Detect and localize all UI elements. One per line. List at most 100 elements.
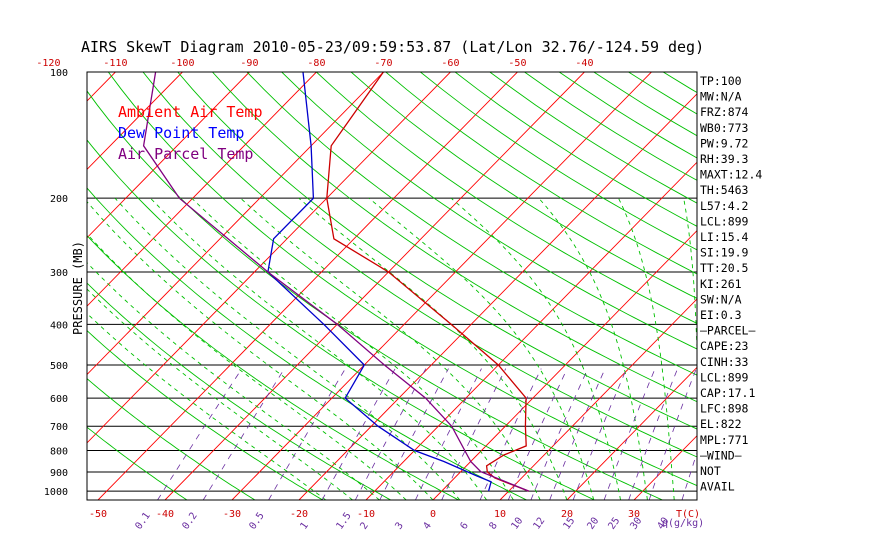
mixing-ratio-line	[507, 368, 568, 500]
ambient-air-temp-line	[326, 72, 530, 492]
index-entry: CAPE:23	[700, 339, 749, 353]
top-temp-tick-label: -50	[508, 58, 526, 69]
index-entry: NOT	[700, 464, 721, 478]
bottom-temp-tick-label: 20	[561, 509, 573, 520]
mixing-ratio-tick-label: 25	[606, 516, 622, 532]
plot-frame	[86, 71, 698, 501]
top-temp-tick-label: -80	[307, 58, 325, 69]
bottom-temp-tick-label: 0	[430, 509, 436, 520]
index-entry: L57:4.2	[700, 199, 748, 213]
dry-adiabat	[767, 72, 870, 500]
pressure-tick-label: 1000	[44, 487, 68, 498]
moist-adiabat	[240, 197, 541, 500]
mixing-ratio-tick-label: 4	[421, 520, 433, 531]
dry-adiabat	[246, 72, 697, 376]
isotherm-line	[432, 229, 697, 500]
index-entry: MW:N/A	[700, 90, 742, 104]
index-entry: KI:261	[700, 277, 742, 291]
pressure-tick-label: 100	[50, 68, 68, 79]
moist-adiabat	[114, 197, 461, 500]
pressure-tick-label: 700	[50, 422, 68, 433]
bottom-temp-tick-label: -20	[290, 509, 308, 520]
isotherm-line	[231, 72, 652, 500]
mixing-ratio-unit: q(g/kg)	[662, 518, 704, 529]
pressure-tick-label: 400	[50, 320, 68, 331]
moist-adiabat	[298, 197, 568, 500]
mixing-ratio-line	[415, 368, 482, 500]
mixing-ratio-tick-label: 8	[487, 520, 499, 531]
index-entry: —WIND—	[700, 448, 742, 462]
mixing-ratio-tick-label: 2	[358, 520, 370, 531]
mixing-ratio-tick-label: 0.2	[180, 511, 199, 532]
pressure-tick-label: 600	[50, 394, 68, 405]
pressure-tick-label: 500	[50, 361, 68, 372]
top-temp-tick-label: -120	[36, 58, 60, 69]
mixing-ratio-tick-label: 3	[393, 520, 405, 531]
dry-adiabat	[87, 330, 324, 500]
dry-adiabat	[87, 139, 595, 500]
dry-adiabat	[281, 72, 697, 350]
series-layer	[142, 72, 530, 492]
air-parcel-temp-line	[142, 72, 530, 492]
dry-adiabat	[177, 72, 697, 430]
dry-adiabat	[802, 72, 870, 500]
index-entry: EL:822	[700, 417, 742, 431]
mixing-ratio-tick-label: 1.5	[334, 511, 353, 532]
index-entry: LI:15.4	[700, 230, 749, 244]
mixing-ratio-line	[530, 368, 589, 500]
dry-adiabat	[316, 72, 697, 324]
bottom-temp-tick-label: -50	[89, 509, 107, 520]
index-entry: TT:20.5	[700, 261, 748, 275]
dry-adiabat	[662, 72, 697, 94]
index-entry: —PARCEL—	[700, 324, 755, 338]
index-entry: EI:0.3	[700, 308, 742, 322]
legend: Ambient Air Temp Dew Point Temp Air Parcel…	[118, 103, 263, 163]
index-entry: MPL:771	[700, 433, 749, 447]
dry-adiabat	[628, 72, 697, 115]
pressure-tick-label: 200	[50, 194, 68, 205]
index-entry: PW:9.72	[700, 136, 748, 150]
mixing-ratio-tick-label: 1	[298, 520, 310, 531]
isotherm-line	[298, 93, 697, 500]
dry-adiabat	[142, 72, 697, 458]
dry-adiabat	[87, 282, 392, 500]
index-entry: LFC:898	[700, 402, 749, 416]
isotherm-line	[87, 72, 317, 307]
dry-adiabat	[420, 72, 697, 251]
mixing-ratio-tick-label: 12	[531, 516, 547, 532]
isotherm-line	[768, 72, 870, 500]
dry-adiabat	[733, 72, 870, 500]
mixing-ratio-tick-label: 0.1	[133, 511, 152, 532]
legend-entry: Ambient Air Temp	[118, 103, 263, 121]
mixing-ratio-tick-label: 6	[458, 520, 470, 531]
bottom-temp-tick-label: -30	[223, 509, 241, 520]
top-temp-tick-label: -70	[374, 58, 392, 69]
index-entry: LCL:899	[700, 370, 749, 384]
top-temp-tick-label: -90	[240, 58, 258, 69]
dry-adiabat	[107, 72, 697, 487]
top-temp-tick-label: -40	[575, 58, 593, 69]
index-entry: LCL:899	[700, 214, 749, 228]
mixing-ratio-line	[354, 368, 427, 500]
mixing-ratio-line	[441, 368, 507, 500]
index-entry: TH:5463	[700, 183, 749, 197]
index-entry: SW:N/A	[700, 292, 742, 306]
moist-adiabat	[87, 201, 434, 500]
moist-adiabat	[538, 197, 648, 500]
mixing-ratio-tick-label: 0.5	[247, 511, 266, 532]
legend-entry: Dew Point Temp	[118, 124, 244, 142]
isotherm-line	[164, 72, 585, 500]
moist-adiabat	[450, 197, 622, 500]
dry-adiabat	[87, 90, 663, 500]
isotherm-line	[97, 72, 518, 500]
mixing-ratio-line	[268, 368, 346, 500]
mixing-ratio-line	[157, 368, 243, 500]
bottom-temp-tick-label: 30	[628, 509, 640, 520]
index-entry: AVAIL	[700, 480, 735, 494]
dry-adiabat	[454, 72, 697, 227]
index-entry: MAXT:12.4	[700, 168, 762, 182]
legend-entry: Air Parcel Temp	[118, 145, 253, 163]
top-temp-tick-label: -60	[441, 58, 459, 69]
plot-area	[87, 72, 870, 500]
